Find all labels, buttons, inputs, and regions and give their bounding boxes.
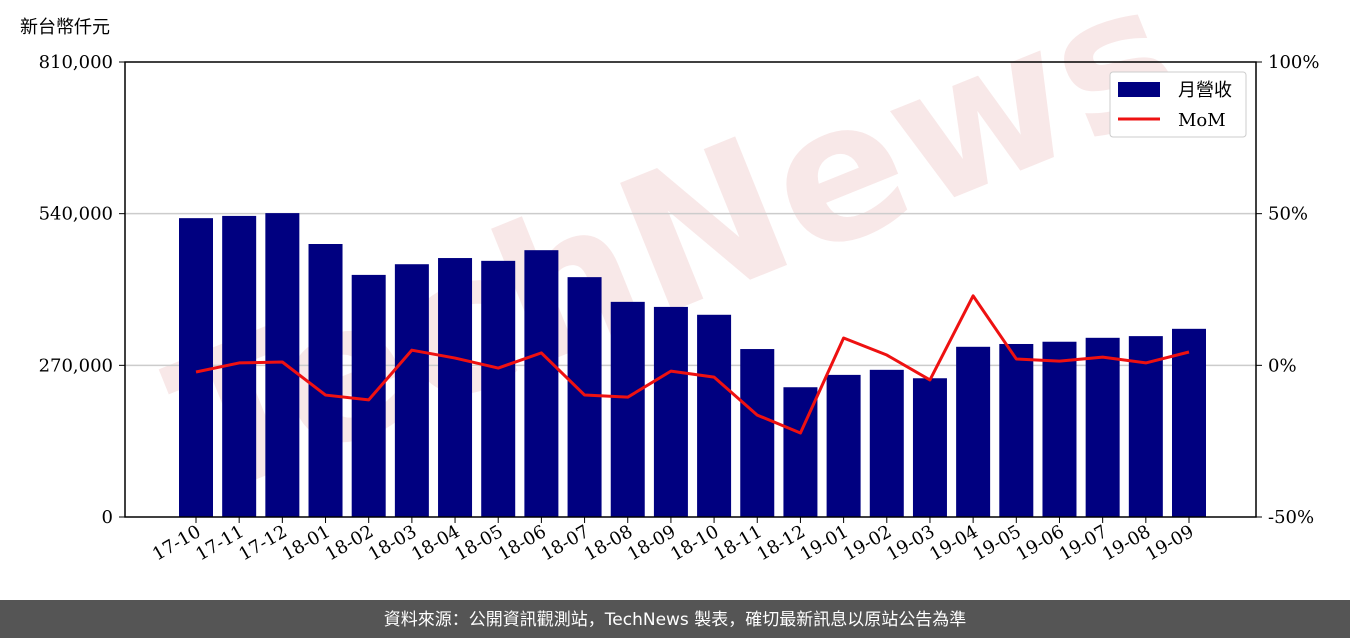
y2-tick-label: -50% (1268, 507, 1314, 528)
x-tick-label: 19-05 (969, 521, 1024, 565)
x-tick-label: 18-05 (451, 521, 506, 565)
bar (610, 301, 645, 517)
bar (912, 378, 947, 517)
x-tick-label: 18-07 (538, 521, 593, 565)
bar (265, 213, 300, 518)
y-tick-label: 540,000 (39, 204, 113, 225)
y-axis-label: 新台幣仟元 (20, 17, 110, 38)
x-tick-label: 17-10 (149, 521, 204, 565)
legend-swatch (1118, 82, 1160, 97)
y2-tick-label: 0% (1268, 355, 1297, 376)
x-tick-label: 19-06 (1013, 521, 1068, 565)
x-tick-label: 18-02 (322, 521, 377, 565)
x-tick-label: 19-08 (1099, 521, 1154, 565)
x-tick-label: 18-08 (581, 521, 636, 565)
bar (179, 218, 213, 517)
bar (697, 314, 732, 517)
bar (524, 250, 559, 517)
x-tick-label: 18-04 (408, 521, 463, 565)
bar (438, 258, 473, 517)
x-tick-label: 19-07 (1056, 521, 1111, 565)
legend-label: 月營收 (1178, 80, 1232, 101)
y2-tick-label: 100% (1268, 52, 1319, 73)
bar (394, 264, 429, 517)
y-tick-label: 0 (102, 507, 113, 528)
plot-frame (124, 61, 1257, 518)
x-tick-label: 18-06 (494, 521, 549, 565)
x-tick-label: 19-04 (926, 521, 981, 565)
y-tick-label: 270,000 (39, 355, 113, 376)
x-tick-label: 19-02 (840, 521, 895, 565)
bar (826, 374, 861, 517)
bar (869, 369, 904, 517)
bar (308, 244, 343, 517)
y-tick-label: 810,000 (39, 52, 113, 73)
bar (653, 306, 688, 517)
x-tick-label: 17-11 (192, 521, 247, 565)
bar (351, 274, 386, 517)
x-tick-label: 18-10 (667, 521, 722, 565)
x-tick-label: 18-12 (753, 521, 808, 565)
x-tick-label: 18-03 (365, 521, 420, 565)
legend-label: MoM (1178, 110, 1226, 131)
y2-tick-label: 50% (1268, 204, 1308, 225)
x-tick-label: 19-01 (797, 521, 852, 565)
mom-line (195, 294, 1190, 435)
bar (1085, 337, 1120, 517)
bar (481, 260, 516, 517)
footer-bar (0, 600, 1350, 638)
x-tick-label: 19-03 (883, 521, 938, 565)
bar (1128, 336, 1163, 517)
x-tick-label: 18-11 (710, 521, 765, 565)
bar (999, 343, 1034, 517)
bar (1042, 341, 1077, 517)
source-note: 資料來源：公開資訊觀測站，TechNews 製表，確切最新訊息以原站公告為準 (384, 610, 966, 630)
bar (740, 349, 775, 517)
x-tick-label: 18-01 (279, 521, 334, 565)
x-tick-label: 19-09 (1142, 521, 1197, 565)
x-tick-label: 18-09 (624, 521, 679, 565)
bar (1172, 328, 1206, 517)
bar (956, 346, 991, 517)
